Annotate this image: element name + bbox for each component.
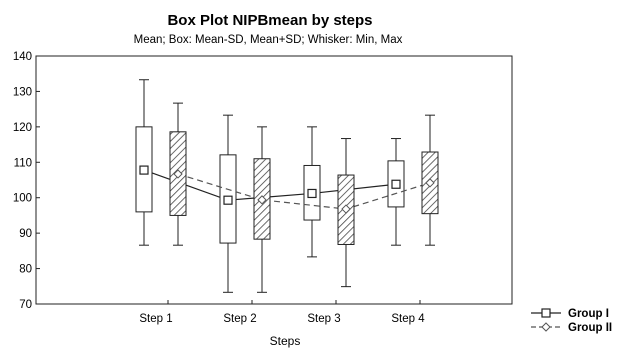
mean-marker-diamond — [173, 169, 183, 179]
legend: Group I Group II — [531, 308, 612, 334]
legend-marker-square — [541, 308, 551, 318]
legend-item-2: Group II — [531, 322, 612, 334]
x-tick-label: Step 1 — [139, 313, 172, 325]
x-axis-title: Steps — [270, 334, 301, 348]
y-tick-label: 80 — [19, 264, 32, 276]
y-tick-label: 100 — [13, 193, 32, 205]
y-tick-label: 140 — [13, 51, 32, 63]
y-tick-label: 90 — [19, 228, 32, 240]
chart-subtitle: Mean; Box: Mean-SD, Mean+SD; Whisker: Mi… — [134, 34, 403, 46]
mean-marker-diamond — [257, 195, 267, 205]
mean-marker-diamond — [425, 178, 435, 188]
y-tick-label: 110 — [14, 157, 32, 169]
mean-marker-square — [139, 165, 149, 175]
legend-label: Group II — [568, 322, 612, 334]
series-line — [177, 173, 431, 210]
y-tick-label: 120 — [13, 122, 32, 134]
x-tick-label: Step 3 — [307, 313, 340, 325]
y-axis: 70 80 90 100 110 120 130 140 — [13, 51, 40, 311]
legend-marker-diamond — [541, 322, 551, 332]
plot-area-frame — [35, 55, 513, 305]
mean-marker-square — [223, 195, 233, 205]
y-tick-label: 70 — [19, 299, 32, 311]
x-tick-label: Step 4 — [391, 313, 425, 325]
series-1 — [135, 79, 405, 293]
legend-item-1: Group I — [531, 308, 609, 320]
mean-marker-square — [307, 188, 317, 199]
series-2 — [169, 102, 439, 293]
y-tick-label: 130 — [13, 86, 32, 98]
plot-marks — [135, 79, 439, 293]
x-axis: Step 1 Step 2 Step 3 Step 4 — [139, 300, 425, 325]
x-tick-label: Step 2 — [223, 313, 256, 325]
chart-title: Box Plot NIPBmean by steps — [167, 12, 372, 29]
mean-marker-diamond — [341, 204, 351, 214]
legend-label: Group I — [568, 308, 609, 320]
mean-marker-square — [391, 179, 401, 189]
